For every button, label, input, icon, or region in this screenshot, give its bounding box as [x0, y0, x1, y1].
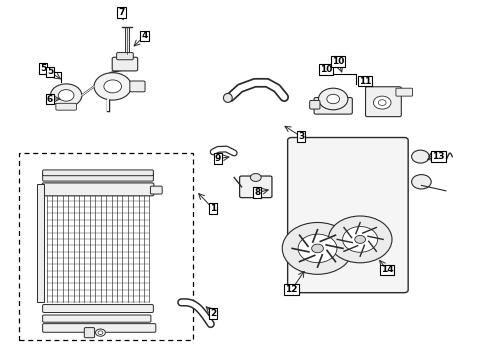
Circle shape — [327, 94, 340, 104]
FancyBboxPatch shape — [112, 57, 138, 71]
Text: 9: 9 — [215, 154, 221, 163]
Circle shape — [312, 244, 323, 253]
Circle shape — [318, 88, 348, 110]
Text: 2: 2 — [210, 309, 216, 318]
Circle shape — [58, 90, 74, 101]
Circle shape — [355, 235, 366, 243]
FancyBboxPatch shape — [130, 81, 145, 92]
Text: 12: 12 — [285, 285, 298, 294]
Text: 14: 14 — [381, 266, 393, 274]
Text: 3: 3 — [298, 132, 304, 141]
Text: 6: 6 — [47, 94, 53, 104]
Circle shape — [298, 234, 337, 263]
FancyBboxPatch shape — [117, 53, 133, 60]
Circle shape — [373, 96, 391, 109]
Circle shape — [94, 73, 131, 100]
Circle shape — [328, 216, 392, 263]
Text: 10: 10 — [332, 57, 344, 66]
FancyBboxPatch shape — [43, 172, 153, 181]
FancyBboxPatch shape — [84, 328, 95, 338]
FancyBboxPatch shape — [288, 138, 408, 293]
FancyBboxPatch shape — [240, 176, 272, 198]
Circle shape — [412, 150, 429, 163]
FancyBboxPatch shape — [43, 305, 153, 312]
Circle shape — [412, 175, 431, 189]
Bar — [19, 153, 193, 340]
FancyBboxPatch shape — [310, 100, 320, 109]
Text: 8: 8 — [254, 188, 260, 197]
FancyBboxPatch shape — [396, 88, 413, 96]
Text: 4: 4 — [141, 31, 148, 40]
Circle shape — [50, 84, 82, 107]
Text: 1: 1 — [210, 204, 216, 213]
FancyBboxPatch shape — [43, 315, 151, 322]
Text: 11: 11 — [359, 77, 371, 85]
Text: 7: 7 — [118, 8, 125, 17]
Circle shape — [96, 329, 105, 336]
FancyBboxPatch shape — [366, 87, 401, 117]
Bar — [37, 184, 44, 302]
Circle shape — [378, 100, 386, 105]
Text: 5: 5 — [47, 68, 53, 77]
Circle shape — [343, 226, 378, 252]
Circle shape — [98, 331, 103, 334]
Ellipse shape — [223, 94, 232, 102]
Circle shape — [104, 80, 122, 93]
Circle shape — [250, 174, 261, 181]
Text: 10: 10 — [320, 65, 333, 74]
FancyBboxPatch shape — [43, 324, 156, 332]
FancyBboxPatch shape — [42, 183, 154, 196]
FancyBboxPatch shape — [56, 103, 76, 110]
FancyBboxPatch shape — [314, 98, 352, 114]
Text: 5: 5 — [40, 64, 46, 73]
Text: 13: 13 — [432, 152, 445, 161]
FancyBboxPatch shape — [43, 170, 153, 176]
Circle shape — [282, 222, 353, 274]
FancyBboxPatch shape — [150, 186, 162, 194]
